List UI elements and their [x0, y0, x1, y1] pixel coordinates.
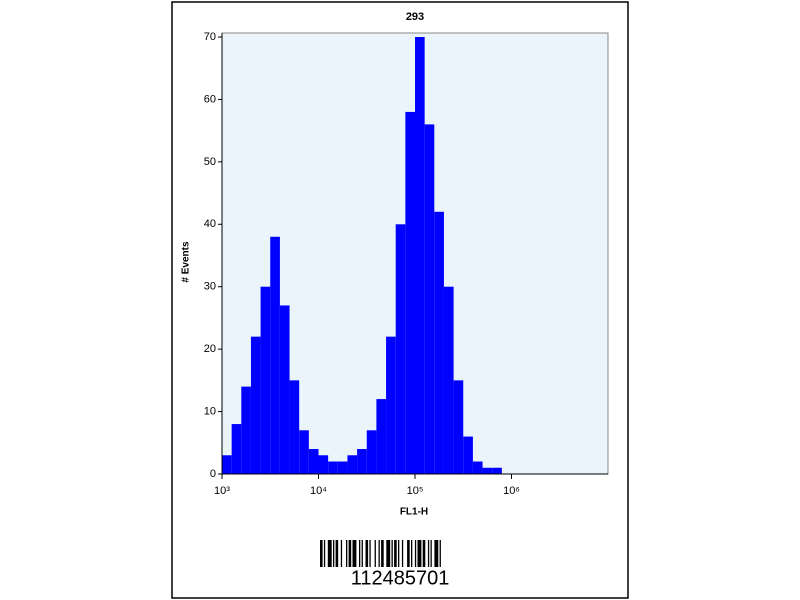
bar — [405, 111, 415, 475]
histogram — [222, 37, 502, 475]
bar — [463, 436, 473, 474]
barcode-stripe — [391, 540, 393, 567]
barcode-stripe — [378, 540, 380, 567]
barcode-stripe — [407, 540, 410, 567]
bar — [434, 211, 444, 475]
bar — [299, 430, 309, 474]
bar — [250, 336, 261, 474]
bar — [279, 305, 290, 474]
barcode-stripe — [439, 540, 441, 567]
barcode — [320, 540, 441, 567]
y-tick-label: 10 — [204, 405, 216, 417]
barcode-stripe — [340, 540, 343, 567]
chart-title: 293 — [406, 11, 424, 23]
barcode-stripe — [352, 540, 357, 567]
y-tick-label: 40 — [204, 218, 216, 230]
bar — [222, 455, 232, 474]
y-tick-label: 70 — [204, 31, 216, 43]
bar — [443, 286, 454, 474]
barcode-stripe — [398, 540, 400, 567]
barcode-stripe — [381, 540, 384, 567]
barcode-stripe — [430, 540, 432, 567]
barcode-stripe — [327, 540, 332, 567]
y-tick-label: 30 — [204, 281, 216, 293]
x-tick-label: 10⁶ — [503, 485, 520, 497]
y-tick-label: 0 — [210, 468, 216, 480]
bar — [376, 399, 387, 474]
barcode-stripe — [414, 540, 417, 567]
barcode-stripe — [335, 540, 339, 567]
x-tick-label: 10⁴ — [310, 485, 327, 497]
barcode-stripe — [359, 540, 361, 567]
barcode-stripe — [394, 540, 397, 567]
barcode-stripe — [361, 540, 363, 567]
x-tick-label: 10³ — [214, 485, 230, 497]
barcode-stripe — [422, 540, 426, 567]
bar — [260, 286, 271, 474]
barcode-stripe — [348, 540, 352, 567]
bar — [241, 386, 251, 474]
y-tick-label: 20 — [204, 343, 216, 355]
barcode-stripe — [417, 540, 422, 567]
barcode-number: 112485701 — [351, 567, 450, 589]
y-axis-label: # Events — [181, 241, 192, 283]
barcode-stripe — [401, 540, 404, 567]
x-axis-label: FL1-H — [400, 507, 428, 518]
barcode-stripe — [411, 540, 413, 567]
bar — [366, 430, 377, 474]
barcode-stripe — [323, 540, 326, 567]
bar — [395, 224, 406, 474]
bar — [453, 380, 464, 474]
y-tick-label: 60 — [204, 93, 216, 105]
bar — [415, 37, 425, 474]
barcode-stripe — [434, 540, 439, 567]
y-tick-label: 50 — [204, 156, 216, 168]
bar — [289, 380, 300, 474]
bar — [328, 461, 338, 474]
barcode-stripe — [365, 540, 369, 567]
bar — [386, 336, 396, 474]
bar — [231, 424, 242, 474]
barcode-stripe — [369, 540, 371, 567]
barcode-stripe — [346, 540, 348, 567]
barcode-stripe — [374, 540, 376, 567]
bar — [492, 467, 502, 474]
barcode-stripe — [333, 540, 335, 567]
bar — [308, 449, 319, 474]
x-tick-label: 10⁵ — [407, 485, 424, 497]
barcode-stripe — [386, 540, 391, 567]
bar — [424, 124, 435, 475]
bar — [270, 236, 280, 474]
barcode-stripe — [320, 540, 323, 567]
bar — [347, 455, 358, 474]
bar — [482, 467, 493, 474]
bar — [337, 461, 348, 474]
barcode-stripe — [427, 540, 430, 567]
bar — [472, 461, 483, 474]
bar — [357, 449, 367, 474]
bar — [318, 455, 329, 474]
